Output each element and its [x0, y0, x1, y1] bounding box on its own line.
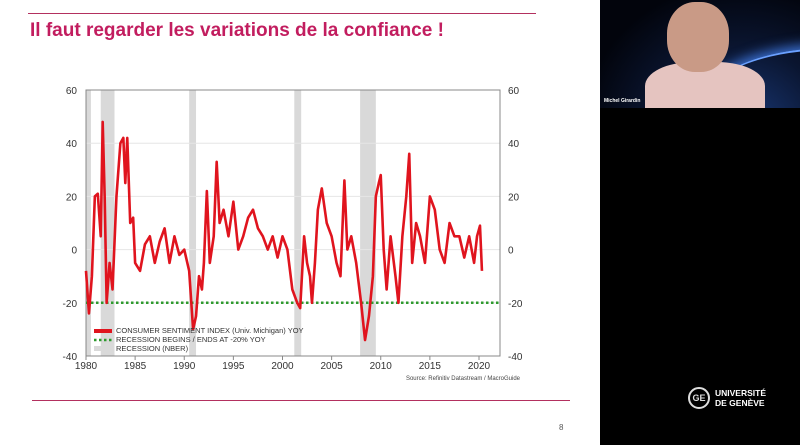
webcam-video[interactable]: Michel Girardin — [600, 0, 800, 108]
sentiment-series-line — [84, 120, 484, 342]
y-tick-left: -20 — [63, 299, 78, 310]
y-tick-left: 40 — [66, 139, 78, 150]
x-tick-label: 1990 — [173, 361, 196, 372]
x-tick-label: 1995 — [222, 361, 245, 372]
y-tick-right: 40 — [508, 139, 520, 150]
legend-label: RECESSION (NBER) — [116, 344, 189, 353]
bottom-rule — [32, 400, 570, 401]
x-tick-label: 2015 — [419, 361, 442, 372]
logo-line2: DE GENÈVE — [715, 398, 765, 408]
y-tick-right: -20 — [508, 299, 523, 310]
presentation-slide: Il faut regarder les variations de la co… — [0, 0, 600, 445]
y-tick-right: 0 — [508, 246, 514, 257]
y-tick-right: -40 — [508, 352, 523, 363]
y-tick-left: 20 — [66, 192, 78, 203]
x-tick-label: 2020 — [468, 361, 491, 372]
participant-name: Michel Girardin — [604, 98, 641, 104]
geneva-seal-icon: GE — [688, 387, 710, 409]
legend-label: CONSUMER SENTIMENT INDEX (Univ. Michigan… — [116, 326, 304, 335]
top-rule — [28, 13, 536, 14]
recession-band — [86, 90, 91, 356]
university-logo: GE UNIVERSITÉ DE GENÈVE — [688, 387, 766, 409]
recession-band — [189, 90, 197, 356]
x-tick-label: 2000 — [271, 361, 294, 372]
legend-swatch-sentiment — [94, 329, 112, 333]
x-tick-label: 1985 — [124, 361, 147, 372]
x-tick-label: 1980 — [75, 361, 98, 372]
y-tick-left: -40 — [63, 352, 78, 363]
recession-band — [294, 90, 302, 356]
speaker-head — [667, 2, 729, 72]
y-tick-right: 20 — [508, 192, 520, 203]
chart-source: Source: Refinitiv Datastream / MacroGuid… — [406, 376, 521, 382]
plot-frame — [85, 89, 501, 357]
y-tick-left: 0 — [71, 246, 77, 257]
legend-label: RECESSION BEGINS / ENDS AT -20% YOY — [116, 335, 266, 344]
slide-title: Il faut regarder les variations de la co… — [30, 20, 444, 41]
x-tick-label: 2010 — [370, 361, 393, 372]
logo-line1: UNIVERSITÉ — [715, 388, 767, 398]
x-tick-label: 2005 — [321, 361, 344, 372]
page-number: 8 — [559, 423, 564, 432]
y-tick-right: 60 — [508, 86, 520, 97]
legend-swatch-recession — [94, 346, 112, 351]
y-tick-left: 60 — [66, 86, 78, 97]
